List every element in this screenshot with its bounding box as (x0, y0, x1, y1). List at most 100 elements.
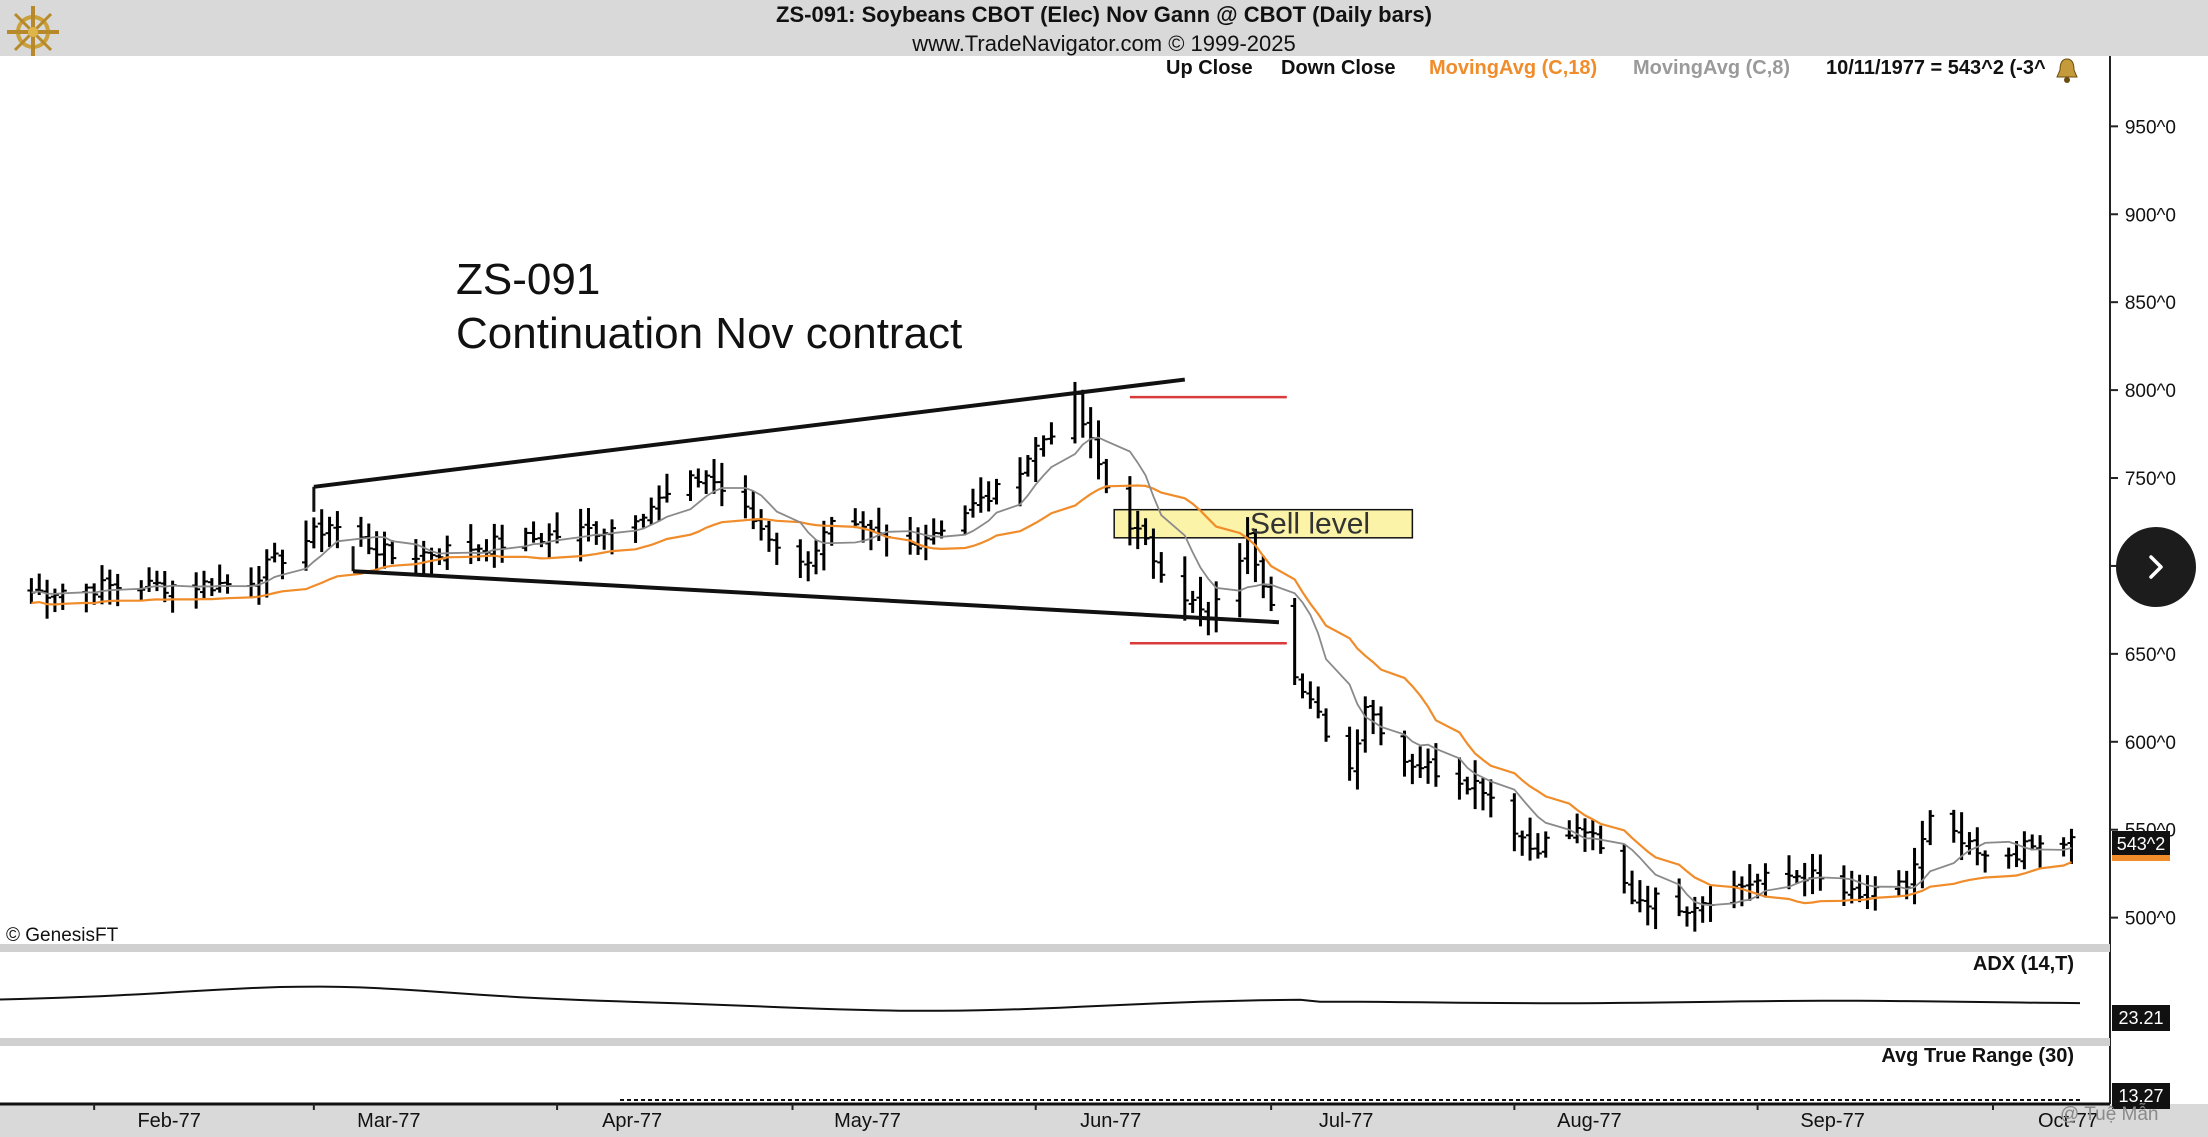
price-tick-label: 900^0 (2125, 205, 2176, 226)
price-bar (968, 488, 977, 518)
price-bar (1918, 820, 1927, 889)
price-bar (1855, 874, 1864, 903)
time-tick-label: Jun-77 (1080, 1110, 1141, 1132)
price-tick-label: 850^0 (2125, 293, 2176, 314)
price-bar (1290, 598, 1299, 686)
price-tick-label: 500^0 (2125, 909, 2176, 930)
price-bar (1408, 753, 1417, 785)
price-bar (215, 564, 224, 593)
price-bar (1926, 810, 1935, 846)
price-bar (1635, 880, 1644, 913)
price-bar (1510, 793, 1519, 852)
price-bar (702, 470, 711, 494)
legend-down-close: Down Close (1281, 57, 1396, 79)
annotation-contract-name: ZS-091 (456, 255, 600, 304)
price-bar (1588, 819, 1597, 851)
price-bar (662, 473, 671, 503)
price-bar (1133, 510, 1142, 550)
price-bar (717, 462, 726, 507)
price-bar (1369, 699, 1378, 735)
price-bar (1157, 552, 1166, 583)
adx-label: ADX (14,T) (1973, 953, 2074, 975)
price-bar (262, 549, 271, 598)
price-bar (1651, 887, 1660, 930)
price-bar (1141, 518, 1150, 546)
time-tick-label: May-77 (834, 1110, 901, 1132)
legend-ma8: MovingAvg (C,8) (1633, 57, 1791, 79)
price-bar (1792, 870, 1801, 884)
price-bar (1416, 746, 1425, 778)
price-tick-label: 600^0 (2125, 733, 2176, 754)
price-bar (1031, 437, 1040, 482)
price-bar (152, 570, 161, 592)
price-bar (851, 508, 860, 529)
price-bar (1486, 779, 1495, 818)
price-bar (1149, 528, 1158, 579)
next-slide-button[interactable] (2116, 527, 2196, 607)
price-bar (741, 475, 750, 519)
time-tick-label: Jul-77 (1319, 1110, 1373, 1132)
price-bar (804, 551, 813, 582)
price-bar (521, 527, 530, 552)
price-bar (325, 516, 334, 547)
price-bar (827, 516, 836, 546)
time-tick-label: Apr-77 (602, 1110, 662, 1132)
price-bar (772, 532, 781, 565)
price-bar (105, 569, 114, 605)
price-bar (929, 518, 938, 545)
price-bar (490, 523, 499, 568)
legend-readout: 10/11/1977 = 543^2 (-3^1 (1826, 57, 2046, 79)
price-bar (1094, 420, 1103, 480)
price-bar (1643, 885, 1652, 926)
price-bar (270, 542, 279, 563)
adx-line (0, 985, 2081, 1012)
price-bar (1745, 864, 1754, 901)
price-bar (710, 459, 719, 494)
price-bar (1047, 422, 1056, 445)
trendline (313, 377, 1186, 489)
price-tick-label: 650^0 (2125, 645, 2176, 666)
price-bar (686, 470, 695, 501)
time-tick-label: Aug-77 (1557, 1110, 1622, 1132)
price-tick-label: 750^0 (2125, 469, 2176, 490)
price-bar (1573, 813, 1582, 844)
price-bar (1518, 830, 1527, 856)
price-bar (1847, 870, 1856, 904)
price-bar (309, 517, 318, 549)
price-bar (631, 515, 640, 543)
price-bar (1180, 556, 1189, 621)
price-bar (796, 539, 805, 578)
atr-value-badge (2112, 1083, 2170, 1109)
price-bar (137, 580, 146, 602)
ship-wheel-logo-icon (2, 2, 64, 62)
price-bar (1431, 743, 1440, 787)
price-bar (1957, 812, 1966, 861)
time-tick-label: Mar-77 (357, 1110, 420, 1132)
price-bar (1188, 590, 1197, 613)
price-bar (2036, 835, 2045, 869)
price-bar (906, 516, 915, 555)
price-bar (1023, 455, 1032, 477)
time-tick-label: Oct-77 (2038, 1110, 2098, 1132)
bell-alert-icon[interactable] (2052, 56, 2082, 84)
price-bar (372, 531, 381, 572)
price-bar (1251, 528, 1260, 583)
price-bar (43, 579, 52, 619)
price-bar (1298, 673, 1307, 699)
last-price-ma-marker (2112, 855, 2170, 861)
sell-level-label: Sell level (1250, 508, 1370, 541)
price-bar (749, 491, 758, 530)
atr-value-label: 13.27 (2118, 1086, 2163, 1106)
price-bar (50, 588, 59, 613)
atr-label: Avg True Range (30) (1881, 1045, 2074, 1067)
price-bar (976, 477, 985, 513)
price-bar (1016, 457, 1025, 507)
price-bar (1910, 847, 1919, 905)
moving-average-8-line (31, 436, 2072, 907)
header-bar: ZS-091: Soybeans CBOT (Elec) Nov Gann @ … (0, 0, 2208, 58)
price-bar (1698, 896, 1707, 923)
price-bar (1894, 870, 1903, 896)
price-bar (1526, 817, 1535, 861)
